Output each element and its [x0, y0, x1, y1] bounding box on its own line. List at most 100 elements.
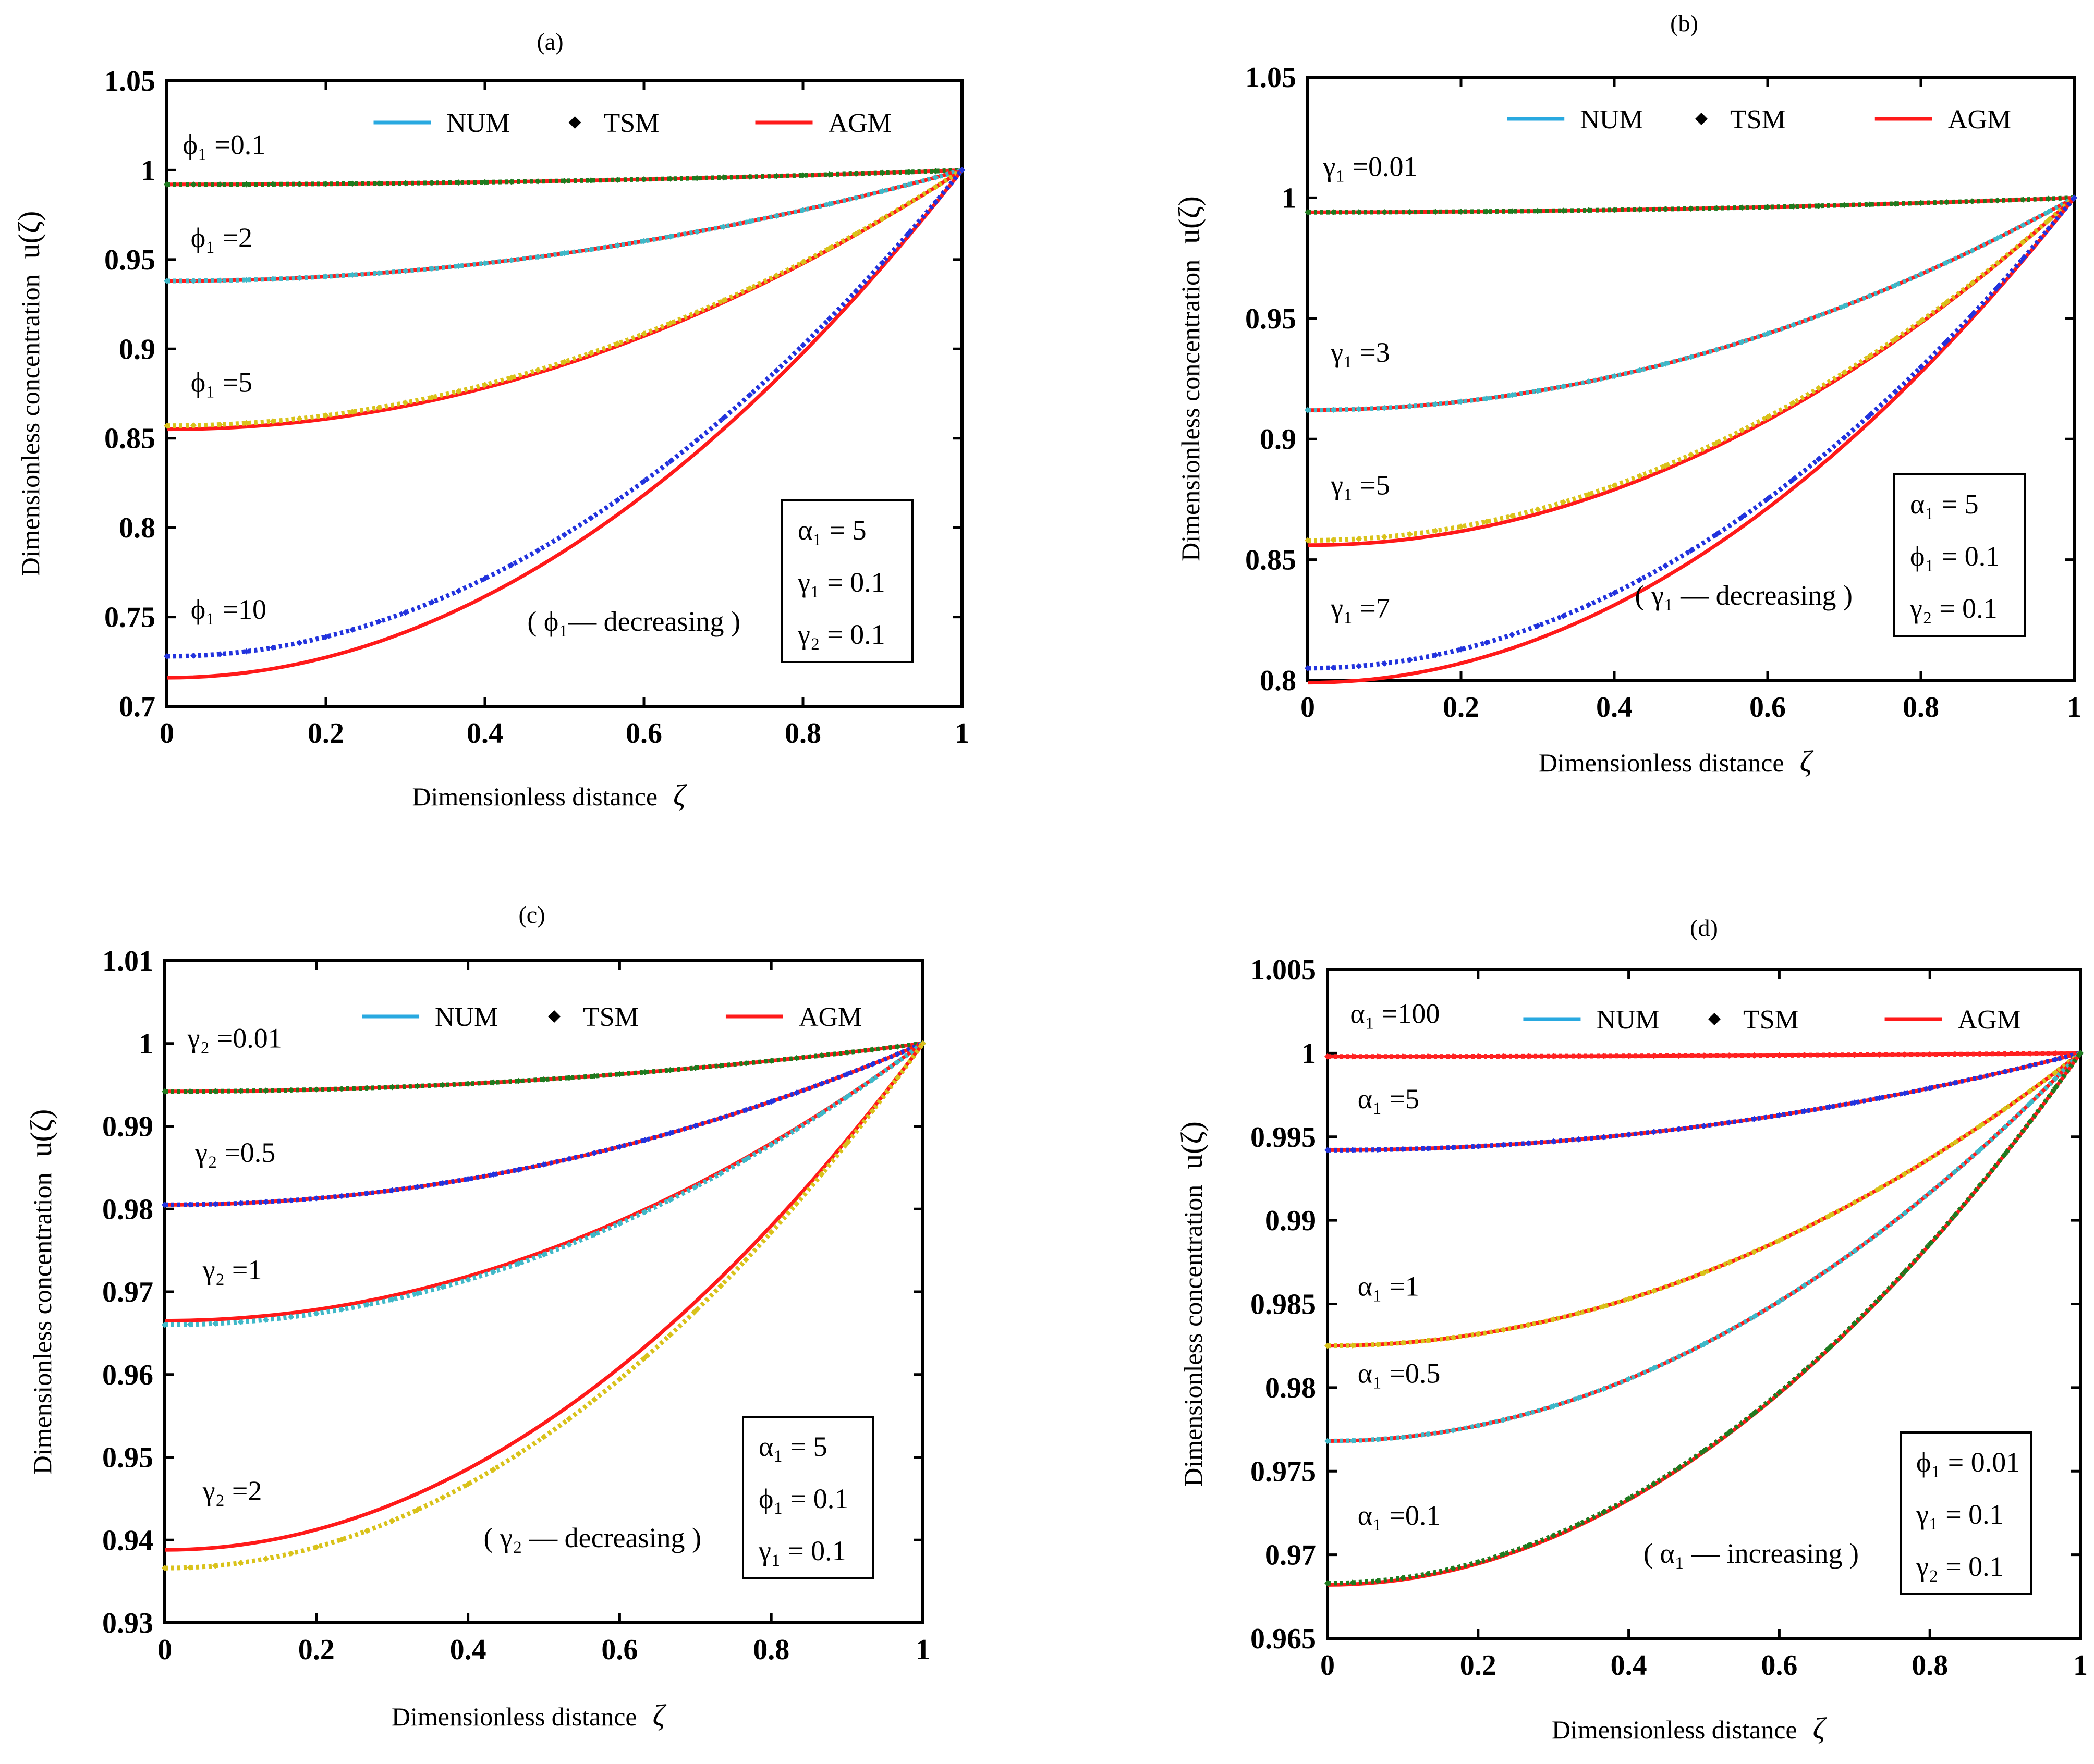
legend-num-label: NUM — [1580, 105, 1643, 134]
tsm-point — [793, 1126, 800, 1133]
x-tick-label: 0.8 — [753, 1634, 789, 1666]
agm-curve — [164, 1042, 924, 1552]
legend-num-label: NUM — [1596, 1005, 1659, 1035]
tsm-point — [869, 1076, 876, 1083]
parameter-box-frame — [742, 1416, 874, 1579]
tsm-point — [720, 297, 727, 304]
tsm-point — [1650, 1480, 1657, 1487]
tsm-point — [1801, 1282, 1808, 1289]
tsm-point — [641, 176, 647, 182]
tsm-point — [1330, 536, 1336, 543]
tsm-point — [1726, 1259, 1733, 1266]
tsm-point — [323, 412, 329, 419]
tsm-point — [1841, 369, 1847, 376]
tsm-point — [869, 1046, 876, 1053]
tsm-point — [1902, 1170, 1908, 1177]
tsm-point — [2027, 1087, 2034, 1094]
tsm-point — [894, 1059, 901, 1065]
tsm-point — [561, 250, 568, 256]
y-tick-label: 1 — [141, 154, 155, 187]
tsm-point — [190, 652, 197, 659]
y-tick-label: 0.94 — [102, 1524, 153, 1557]
tsm-point — [826, 201, 833, 207]
agm-curve — [166, 169, 964, 680]
tsm-point — [1826, 1051, 1833, 1058]
y-tick-label: 0.985 — [1250, 1289, 1316, 1321]
tsm-point — [216, 277, 223, 284]
tsm-point — [1475, 1053, 1481, 1060]
tsm-point — [216, 181, 223, 188]
tsm-point — [1458, 209, 1464, 215]
tsm-point — [1826, 1344, 1833, 1351]
y-tick-label: 0.95 — [104, 244, 155, 276]
tsm-point — [1349, 1147, 1356, 1154]
tsm-point — [793, 1089, 800, 1096]
tsm-point — [1586, 378, 1592, 385]
tsm-point — [515, 1166, 522, 1173]
tsm-point — [1625, 1052, 1632, 1059]
tsm-point — [1675, 1353, 1682, 1360]
tsm-point — [389, 1084, 396, 1091]
tsm-point — [588, 177, 594, 184]
tsm-point — [2077, 1050, 2084, 1057]
tsm-point — [667, 458, 674, 464]
tsm-point — [296, 181, 303, 188]
tsm-point — [2052, 1050, 2059, 1057]
y-tick-label: 0.96 — [102, 1359, 153, 1391]
tsm-point — [1927, 1155, 1933, 1162]
tsm-point — [1977, 1182, 1983, 1189]
tsm-point — [1764, 330, 1771, 337]
tsm-point — [853, 230, 859, 237]
tsm-point — [720, 223, 727, 230]
parameter-text: γ₁ = 0.1 — [797, 567, 885, 598]
tsm-point — [323, 273, 329, 280]
parameter-box: α₁ = 5 ϕ₁ = 0.1 γ₁ = 0.1 — [742, 1416, 874, 1579]
tsm-point — [1764, 495, 1771, 502]
tsm-point — [2046, 195, 2052, 202]
y-tick-label: 1.05 — [104, 65, 155, 97]
tsm-point — [1374, 1436, 1381, 1443]
tsm-point — [508, 374, 515, 381]
panel-title: (a) — [537, 28, 563, 55]
tsm-point — [1381, 405, 1387, 411]
parameter-box-frame — [1900, 1431, 2032, 1595]
tsm-point — [1876, 1295, 1883, 1302]
tsm-point — [1407, 403, 1413, 410]
tsm-point — [212, 1200, 218, 1207]
x-tick-label: 0 — [1300, 691, 1315, 724]
tsm-point — [869, 1061, 876, 1068]
tsm-point — [1662, 562, 1669, 569]
tsm-point — [1625, 1376, 1632, 1382]
tsm-point — [844, 1049, 850, 1056]
curve-label: ϕ₁ =5 — [191, 367, 252, 398]
tsm-point — [1726, 1429, 1733, 1436]
tsm-point — [1525, 1053, 1532, 1060]
y-tick-label: 1.01 — [102, 945, 153, 977]
tsm-point — [1550, 1053, 1557, 1060]
y-tick-label: 0.75 — [104, 602, 155, 634]
tsm-point — [1943, 338, 1950, 345]
curve-label: α₁ =5 — [1358, 1083, 1419, 1114]
tsm-point — [826, 315, 833, 322]
tsm-point — [906, 181, 912, 188]
curve-label: α₁ =1 — [1358, 1270, 1419, 1302]
tsm-point — [616, 1376, 623, 1382]
y-tick-label: 0.93 — [102, 1607, 153, 1639]
legend: NUM TSM AGM — [373, 108, 892, 138]
tsm-point — [1751, 1248, 1758, 1255]
tsm-point — [1509, 512, 1515, 519]
tsm-point — [1330, 664, 1336, 671]
tsm-point — [959, 167, 965, 174]
legend: NUM TSM AGM — [1507, 105, 2011, 134]
tsm-point — [1611, 373, 1617, 379]
tsm-point — [1586, 207, 1592, 214]
tsm-point — [187, 1321, 193, 1328]
x-tick-label: 0 — [1320, 1649, 1335, 1682]
y-tick-label: 0.9 — [119, 333, 155, 365]
tsm-point — [869, 1108, 876, 1114]
tsm-point — [561, 359, 568, 365]
tsm-point — [1575, 1521, 1582, 1528]
tsm-point — [1381, 660, 1387, 667]
trend-note: ( α₁ — increasing ) — [1643, 1538, 1859, 1569]
